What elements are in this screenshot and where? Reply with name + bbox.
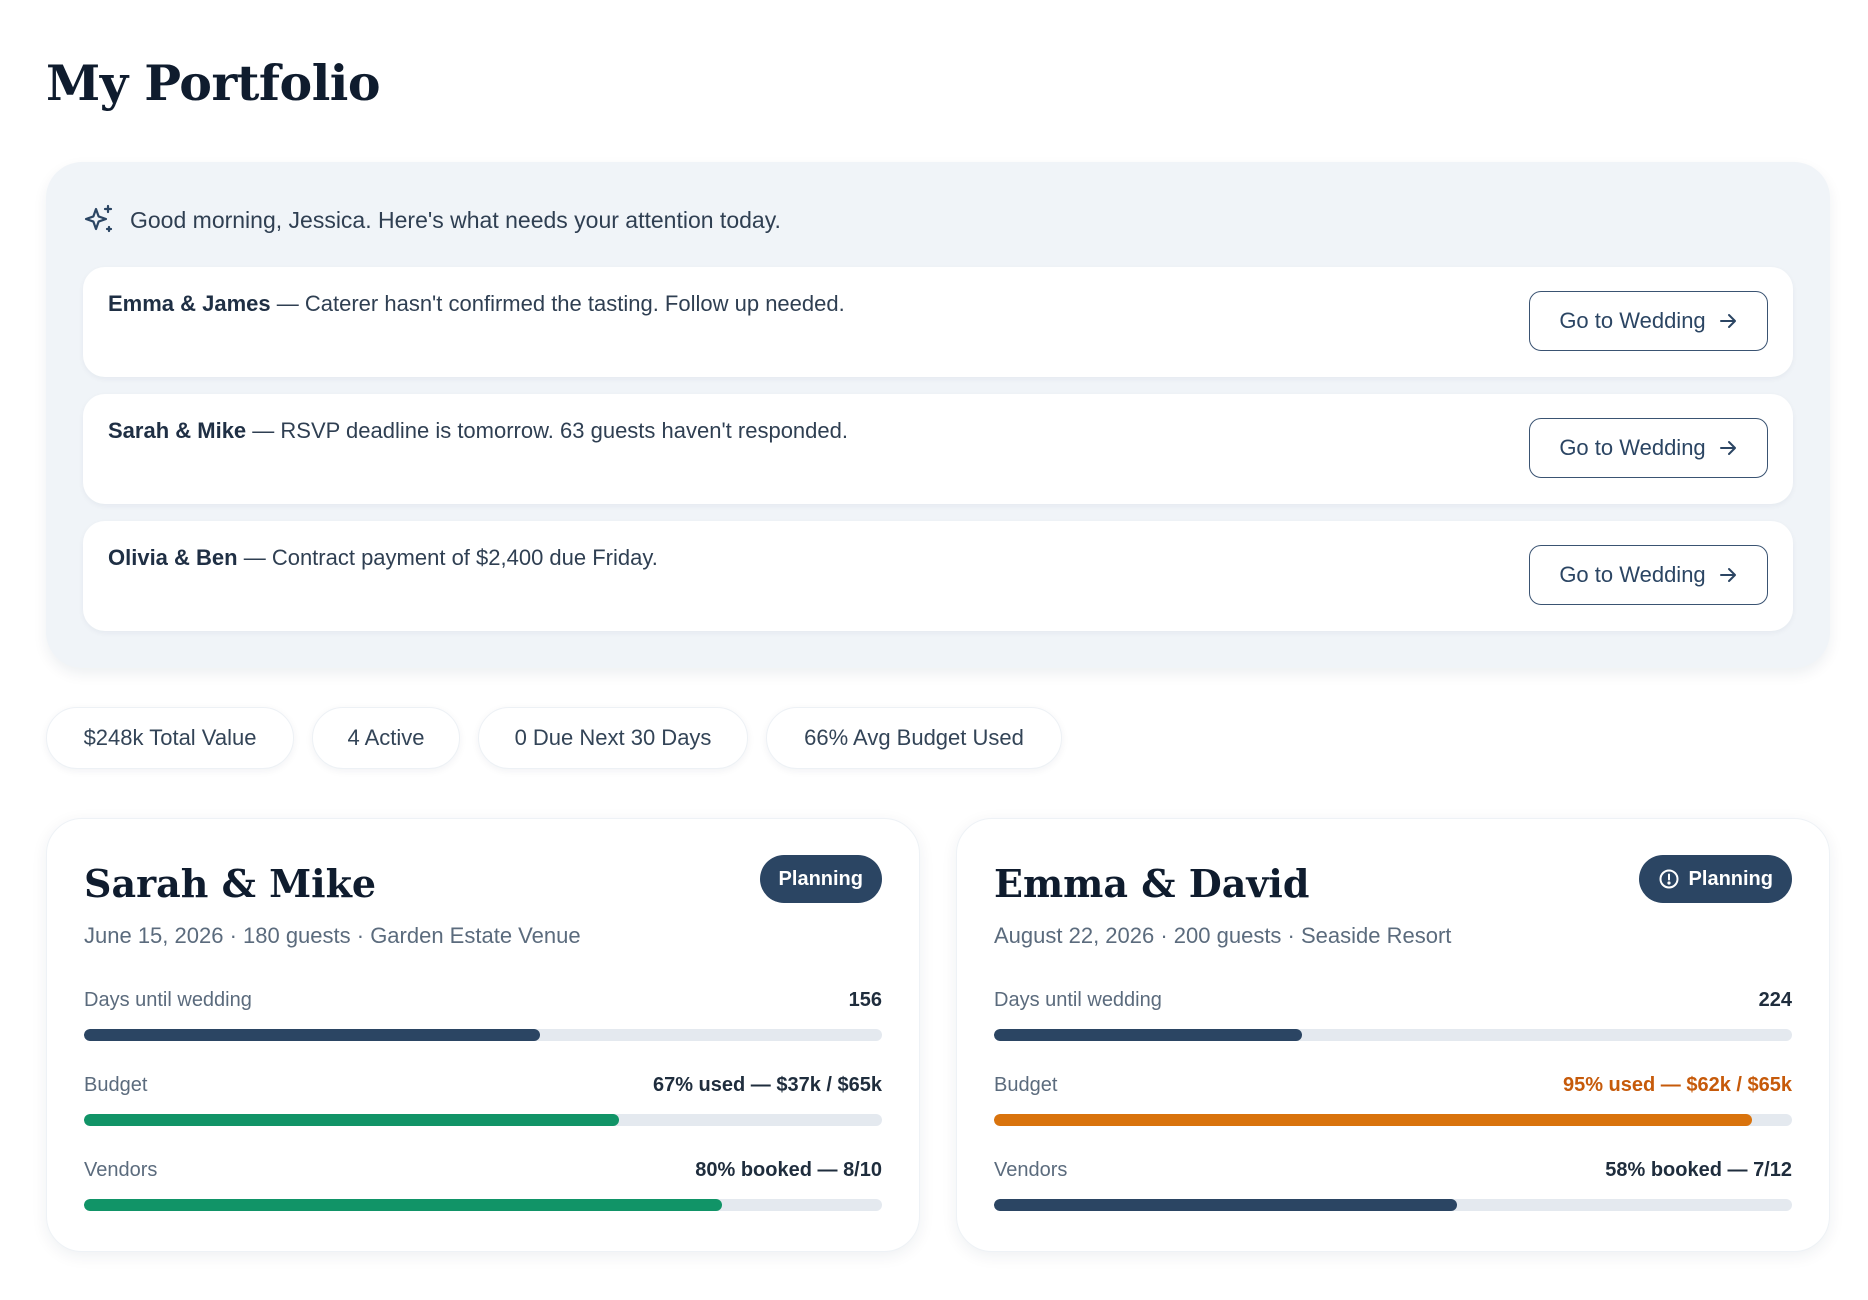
- alert-circle-icon: [1658, 868, 1680, 890]
- budget-progress-bar: [84, 1114, 882, 1126]
- alert-message: — Contract payment of $2,400 due Friday.: [237, 545, 658, 570]
- status-badge: Planning: [759, 855, 882, 903]
- progress-fill: [84, 1199, 723, 1211]
- alert-row: Emma & James — Caterer hasn't confirmed …: [83, 267, 1793, 377]
- alert-text: Sarah & Mike — RSVP deadline is tomorrow…: [108, 418, 848, 444]
- days-until-label: Days until wedding: [994, 989, 1162, 1011]
- days-until-value: 224: [1758, 989, 1792, 1011]
- progress-fill: [84, 1114, 619, 1126]
- progress-fill: [84, 1029, 541, 1041]
- stat-total-value: $248k Total Value: [46, 707, 294, 769]
- alert-text: Emma & James — Caterer hasn't confirmed …: [108, 291, 845, 317]
- vendors-label: Vendors: [84, 1159, 158, 1181]
- stat-due-next-30-days: 0 Due Next 30 Days: [478, 707, 748, 769]
- wedding-card[interactable]: Emma & David Planning August 22, 2026 · …: [956, 818, 1830, 1252]
- go-to-wedding-label: Go to Wedding: [1559, 308, 1706, 333]
- wedding-meta: June 15, 2026 · 180 guests · Garden Esta…: [84, 923, 581, 948]
- couple-name: Emma & David: [994, 861, 1310, 906]
- wedding-card[interactable]: Sarah & Mike Planning June 15, 2026 · 18…: [46, 818, 920, 1252]
- alert-couple-name: Sarah & Mike: [108, 418, 247, 443]
- budget-label: Budget: [994, 1074, 1058, 1096]
- alert-message: — RSVP deadline is tomorrow. 63 guests h…: [246, 418, 848, 443]
- budget-value: 95% used — $62k / $65k: [1562, 1074, 1792, 1096]
- sparkle-icon: [82, 203, 116, 237]
- greeting-row: Good morning, Jessica. Here's what needs…: [82, 202, 781, 238]
- go-to-wedding-button[interactable]: Go to Wedding: [1529, 545, 1768, 605]
- arrow-right-icon: [1718, 438, 1738, 458]
- alert-couple-name: Olivia & Ben: [108, 545, 238, 570]
- wedding-meta: August 22, 2026 · 200 guests · Seaside R…: [994, 923, 1452, 948]
- vendors-label: Vendors: [994, 1159, 1068, 1181]
- arrow-right-icon: [1718, 565, 1738, 585]
- couple-name: Sarah & Mike: [84, 861, 377, 906]
- budget-progress-bar: [994, 1114, 1792, 1126]
- stat-avg-budget-used: 66% Avg Budget Used: [766, 707, 1062, 769]
- vendors-value: 80% booked — 8/10: [695, 1159, 882, 1181]
- status-label: Planning: [778, 867, 863, 890]
- vendors-progress-bar: [994, 1199, 1792, 1211]
- go-to-wedding-label: Go to Wedding: [1559, 562, 1706, 587]
- alert-message: — Caterer hasn't confirmed the tasting. …: [270, 291, 845, 316]
- greeting-text: Good morning, Jessica. Here's what needs…: [130, 206, 781, 233]
- alert-couple-name: Emma & James: [108, 291, 271, 316]
- days-until-value: 156: [848, 989, 882, 1011]
- budget-label: Budget: [84, 1074, 148, 1096]
- progress-fill: [994, 1199, 1457, 1211]
- alert-text: Olivia & Ben — Contract payment of $2,40…: [108, 545, 658, 571]
- arrow-right-icon: [1718, 311, 1738, 331]
- alert-row: Olivia & Ben — Contract payment of $2,40…: [83, 521, 1793, 631]
- days-until-progress-bar: [84, 1029, 882, 1041]
- attention-panel: Good morning, Jessica. Here's what needs…: [46, 162, 1830, 668]
- page-title: My Portfolio: [46, 54, 381, 112]
- stat-active: 4 Active: [312, 707, 460, 769]
- status-badge: Planning: [1638, 855, 1792, 903]
- go-to-wedding-button[interactable]: Go to Wedding: [1529, 418, 1768, 478]
- vendors-progress-bar: [84, 1199, 882, 1211]
- days-until-label: Days until wedding: [84, 989, 252, 1011]
- budget-value: 67% used — $37k / $65k: [652, 1074, 882, 1096]
- status-label: Planning: [1688, 867, 1773, 890]
- days-until-progress-bar: [994, 1029, 1792, 1041]
- vendors-value: 58% booked — 7/12: [1605, 1159, 1792, 1181]
- alert-row: Sarah & Mike — RSVP deadline is tomorrow…: [83, 394, 1793, 504]
- progress-fill: [994, 1114, 1753, 1126]
- go-to-wedding-button[interactable]: Go to Wedding: [1529, 291, 1768, 351]
- go-to-wedding-label: Go to Wedding: [1559, 435, 1706, 460]
- progress-fill: [994, 1029, 1303, 1041]
